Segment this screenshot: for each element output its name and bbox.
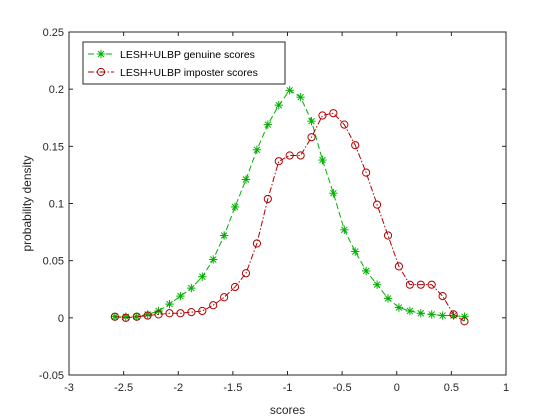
x-tick-label: -0.5 bbox=[333, 382, 352, 394]
data-point bbox=[187, 308, 196, 317]
data-point bbox=[274, 157, 283, 166]
data-point bbox=[318, 155, 327, 165]
data-point bbox=[154, 310, 163, 319]
data-point bbox=[241, 269, 251, 278]
data-point bbox=[405, 280, 414, 289]
data-point bbox=[329, 189, 338, 198]
data-point bbox=[460, 317, 469, 326]
data-point bbox=[372, 280, 382, 289]
data-point bbox=[438, 292, 447, 301]
data-point bbox=[263, 120, 273, 129]
data-point bbox=[110, 312, 119, 321]
data-point bbox=[187, 283, 196, 293]
data-point bbox=[241, 175, 251, 184]
legend: LESH+ULBP genuine scores LESH+ULBP impost… bbox=[82, 41, 286, 85]
y-tick-label: 0.15 bbox=[43, 141, 64, 153]
data-point bbox=[449, 310, 458, 319]
data-point bbox=[372, 200, 382, 209]
x-tick-label: -1.5 bbox=[223, 382, 242, 394]
data-point bbox=[219, 231, 229, 240]
data-point bbox=[383, 231, 393, 240]
data-point bbox=[383, 294, 393, 303]
data-point bbox=[198, 306, 207, 316]
legend-marker bbox=[96, 67, 106, 77]
series-layer bbox=[110, 86, 469, 326]
data-point bbox=[121, 313, 130, 322]
data-point bbox=[165, 299, 174, 309]
data-point bbox=[340, 120, 349, 129]
data-point bbox=[252, 145, 262, 154]
data-point bbox=[427, 280, 436, 289]
data-point bbox=[263, 194, 272, 204]
data-point bbox=[252, 239, 262, 248]
data-point bbox=[132, 312, 141, 321]
legend-item: LESH+ULBP genuine scores bbox=[88, 49, 255, 61]
data-point bbox=[230, 202, 240, 212]
data-point bbox=[318, 111, 327, 120]
data-point bbox=[220, 293, 229, 302]
data-point bbox=[460, 312, 469, 321]
data-point bbox=[340, 225, 349, 234]
data-point bbox=[296, 151, 305, 160]
x-tick-label: 1 bbox=[503, 382, 509, 394]
legend-label: LESH+ULBP genuine scores bbox=[120, 49, 255, 61]
y-tick-label: 0.05 bbox=[43, 256, 64, 268]
legend-marker bbox=[96, 49, 106, 59]
data-point bbox=[416, 309, 425, 318]
plot-frame bbox=[68, 31, 507, 376]
data-point bbox=[176, 309, 185, 318]
x-tick-label: -2 bbox=[173, 382, 183, 394]
axes: -3 -2.5 -2 -1.5 -1 -0.5 0 0.5 1 -0.05 0 0.05 0.1 0.15… bbox=[39, 27, 509, 394]
y-tick-label: -0.05 bbox=[39, 370, 64, 382]
data-point bbox=[438, 311, 447, 320]
data-point bbox=[307, 116, 316, 126]
data-point bbox=[405, 306, 415, 316]
data-point bbox=[198, 272, 207, 281]
y-axis-label: probability density bbox=[20, 155, 34, 251]
data-point bbox=[285, 86, 294, 95]
x-tick-label: -2.5 bbox=[114, 382, 133, 394]
data-point bbox=[274, 100, 283, 110]
data-point bbox=[296, 92, 305, 102]
data-point bbox=[351, 247, 360, 256]
data-point bbox=[307, 133, 316, 142]
legend-box bbox=[82, 41, 286, 85]
data-point bbox=[394, 303, 404, 312]
legend-item: LESH+ULBP imposter scores bbox=[88, 67, 258, 79]
data-point bbox=[143, 311, 152, 320]
data-point bbox=[285, 151, 294, 160]
plot-area bbox=[68, 31, 507, 376]
data-point bbox=[427, 310, 436, 319]
data-point bbox=[165, 309, 174, 318]
x-tick-label: 0 bbox=[394, 382, 400, 394]
y-tick-label: 0.25 bbox=[43, 27, 64, 39]
y-tick-label: 0.2 bbox=[49, 84, 64, 96]
data-point bbox=[176, 291, 185, 301]
data-point bbox=[209, 255, 218, 264]
y-tick-label: 0.1 bbox=[49, 199, 64, 211]
x-tick-label: -1 bbox=[283, 382, 293, 394]
y-tick-label: 0 bbox=[58, 313, 64, 325]
data-point bbox=[230, 282, 240, 292]
data-point bbox=[351, 141, 360, 150]
series-genuine bbox=[110, 86, 469, 321]
x-tick-label: 0.5 bbox=[444, 382, 459, 394]
x-tick-label: -3 bbox=[64, 382, 74, 394]
data-point bbox=[329, 109, 338, 118]
data-point bbox=[394, 262, 404, 271]
data-point bbox=[362, 168, 371, 177]
legend-label: LESH+ULBP imposter scores bbox=[120, 67, 258, 79]
data-point bbox=[361, 266, 371, 276]
data-point bbox=[416, 280, 425, 289]
data-point bbox=[209, 301, 218, 310]
x-axis-label: scores bbox=[270, 403, 305, 417]
series-imposter bbox=[110, 109, 469, 326]
